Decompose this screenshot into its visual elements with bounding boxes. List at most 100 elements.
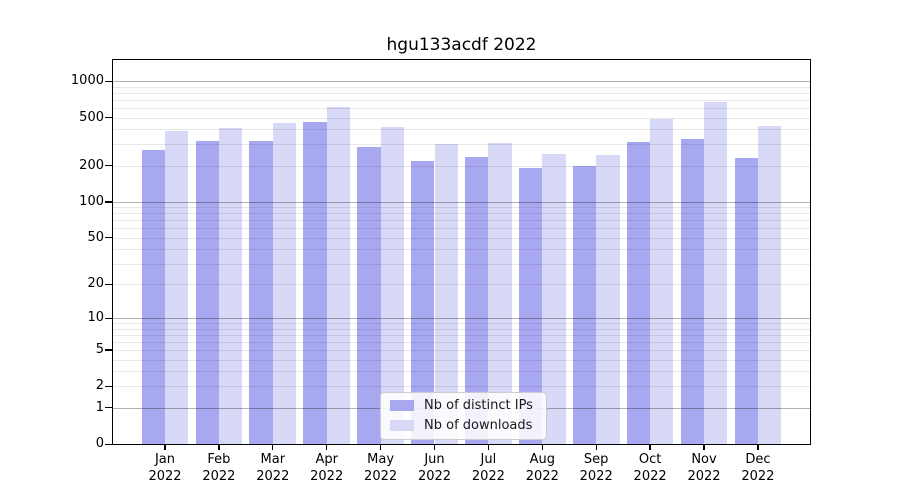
bar-jul-downloads — [488, 142, 512, 444]
x-axis-tick-jul — [487, 444, 490, 450]
gridline-major-1000 — [113, 81, 810, 83]
y-axis-label-200: 200 — [79, 157, 104, 173]
y-axis-tick-500 — [105, 117, 112, 119]
y-axis-tick-2 — [105, 385, 112, 388]
bar-apr-downloads — [326, 107, 351, 444]
y-axis-label-1000: 1000 — [70, 73, 104, 89]
x-axis-label-year: 2022 — [741, 469, 775, 484]
gridline-minor-900 — [113, 86, 810, 88]
y-axis-label-1: 1 — [95, 399, 104, 415]
bar-mar-distinct-ips — [249, 141, 273, 444]
y-axis-tick-0 — [105, 443, 112, 445]
x-axis-label-jan: Jan 2022 — [135, 451, 195, 485]
y-axis-label-10: 10 — [87, 310, 104, 326]
y-axis-label-5: 5 — [95, 341, 104, 357]
y-axis-label-2: 2 — [95, 378, 104, 394]
y-axis-label-0: 0 — [95, 436, 104, 451]
x-axis-tick-aug — [541, 444, 543, 450]
legend-row-downloads: Nb of downloads — [390, 418, 537, 433]
x-axis-tick-jun — [433, 444, 436, 450]
bar-jun-distinct-ips — [411, 161, 435, 444]
x-axis-label-apr: Apr 2022 — [297, 451, 357, 485]
x-axis-label-month: Aug — [529, 452, 555, 467]
x-axis-label-year: 2022 — [256, 469, 290, 484]
x-axis-label-month: Mar — [260, 452, 286, 467]
gridline-minor-800 — [113, 93, 810, 94]
x-axis-label-month: Apr — [315, 452, 338, 467]
y-axis-label-50: 50 — [87, 229, 104, 245]
x-axis-label-year: 2022 — [687, 469, 721, 484]
y-axis-tick-20 — [105, 283, 112, 286]
legend-swatch-downloads — [390, 420, 414, 431]
x-axis-label-year: 2022 — [148, 469, 182, 484]
y-axis-tick-5 — [105, 349, 112, 351]
x-axis-label-month: May — [367, 452, 395, 467]
x-axis-label-month: Jul — [480, 452, 497, 467]
x-axis-label-month: Nov — [691, 452, 717, 467]
x-axis-label-oct: Oct 2022 — [620, 451, 680, 485]
x-axis-tick-may — [379, 444, 382, 450]
bar-jan-downloads — [165, 130, 189, 444]
x-axis-label-year: 2022 — [417, 469, 452, 484]
bar-may-distinct-ips — [357, 147, 381, 444]
legend-swatch-distinct-ips — [390, 400, 414, 411]
plot-area — [112, 59, 811, 445]
y-axis-label-500: 500 — [79, 109, 104, 125]
x-axis-label-year: 2022 — [310, 469, 344, 484]
x-axis-label-year: 2022 — [202, 469, 236, 484]
x-axis-label-year: 2022 — [525, 469, 559, 484]
x-axis-label-jun: Jun 2022 — [405, 451, 465, 485]
bar-oct-downloads — [650, 119, 674, 444]
x-axis-tick-oct — [649, 444, 651, 450]
x-axis-label-year: 2022 — [579, 469, 613, 484]
bar-feb-distinct-ips — [195, 141, 219, 444]
bar-mar-downloads — [272, 123, 297, 444]
x-axis-label-month: Sep — [583, 452, 609, 467]
x-axis-label-aug: Aug 2022 — [512, 451, 572, 485]
x-axis-label-month: Jan — [154, 452, 176, 467]
bar-aug-downloads — [542, 153, 566, 444]
bar-jan-distinct-ips — [141, 149, 165, 444]
bar-nov-downloads — [704, 101, 728, 444]
x-axis-label-jul: Jul 2022 — [458, 451, 518, 485]
x-axis-tick-sep — [595, 444, 597, 450]
x-axis-label-month: Jun — [424, 452, 445, 467]
x-axis-label-may: May 2022 — [351, 451, 411, 485]
x-axis-tick-jan — [164, 444, 166, 450]
bar-sep-distinct-ips — [572, 166, 597, 444]
bar-aug-distinct-ips — [518, 167, 543, 444]
bar-jul-distinct-ips — [465, 157, 489, 444]
x-axis-label-mar: Mar 2022 — [243, 451, 303, 485]
legend-label-downloads: Nb of downloads — [424, 418, 533, 433]
y-axis-tick-1 — [105, 407, 112, 409]
bar-dec-downloads — [757, 125, 782, 444]
x-axis-tick-apr — [326, 444, 328, 450]
y-axis-label-100: 100 — [79, 193, 104, 209]
x-axis-label-year: 2022 — [364, 469, 398, 484]
x-axis-label-year: 2022 — [633, 469, 667, 484]
x-axis-tick-mar — [272, 444, 274, 450]
bar-jun-downloads — [434, 144, 458, 444]
legend-row-distinct-ips: Nb of distinct IPs — [390, 398, 537, 413]
x-axis-label-feb: Feb 2022 — [189, 451, 249, 485]
bar-sep-downloads — [596, 154, 620, 444]
y-axis-tick-1000 — [105, 80, 112, 83]
y-axis-tick-50 — [105, 237, 112, 239]
y-axis-tick-200 — [105, 165, 112, 167]
bar-oct-distinct-ips — [626, 141, 651, 444]
x-axis-tick-nov — [703, 444, 705, 450]
bar-may-downloads — [380, 126, 404, 444]
legend-label-distinct-ips: Nb of distinct IPs — [424, 398, 533, 413]
x-axis-label-sep: Sep 2022 — [566, 451, 626, 485]
x-axis-label-month: Dec — [745, 452, 771, 467]
bar-apr-distinct-ips — [303, 122, 327, 444]
x-axis-tick-dec — [757, 444, 759, 450]
x-axis-tick-feb — [218, 444, 220, 450]
chart-title: hgu133acdf 2022 — [386, 35, 537, 55]
y-axis-tick-100 — [105, 201, 112, 203]
legend: Nb of distinct IPs Nb of downloads — [380, 392, 547, 440]
x-axis-label-dec: Dec 2022 — [728, 451, 788, 485]
x-axis-label-nov: Nov 2022 — [674, 451, 734, 485]
y-axis-tick-10 — [105, 317, 112, 319]
